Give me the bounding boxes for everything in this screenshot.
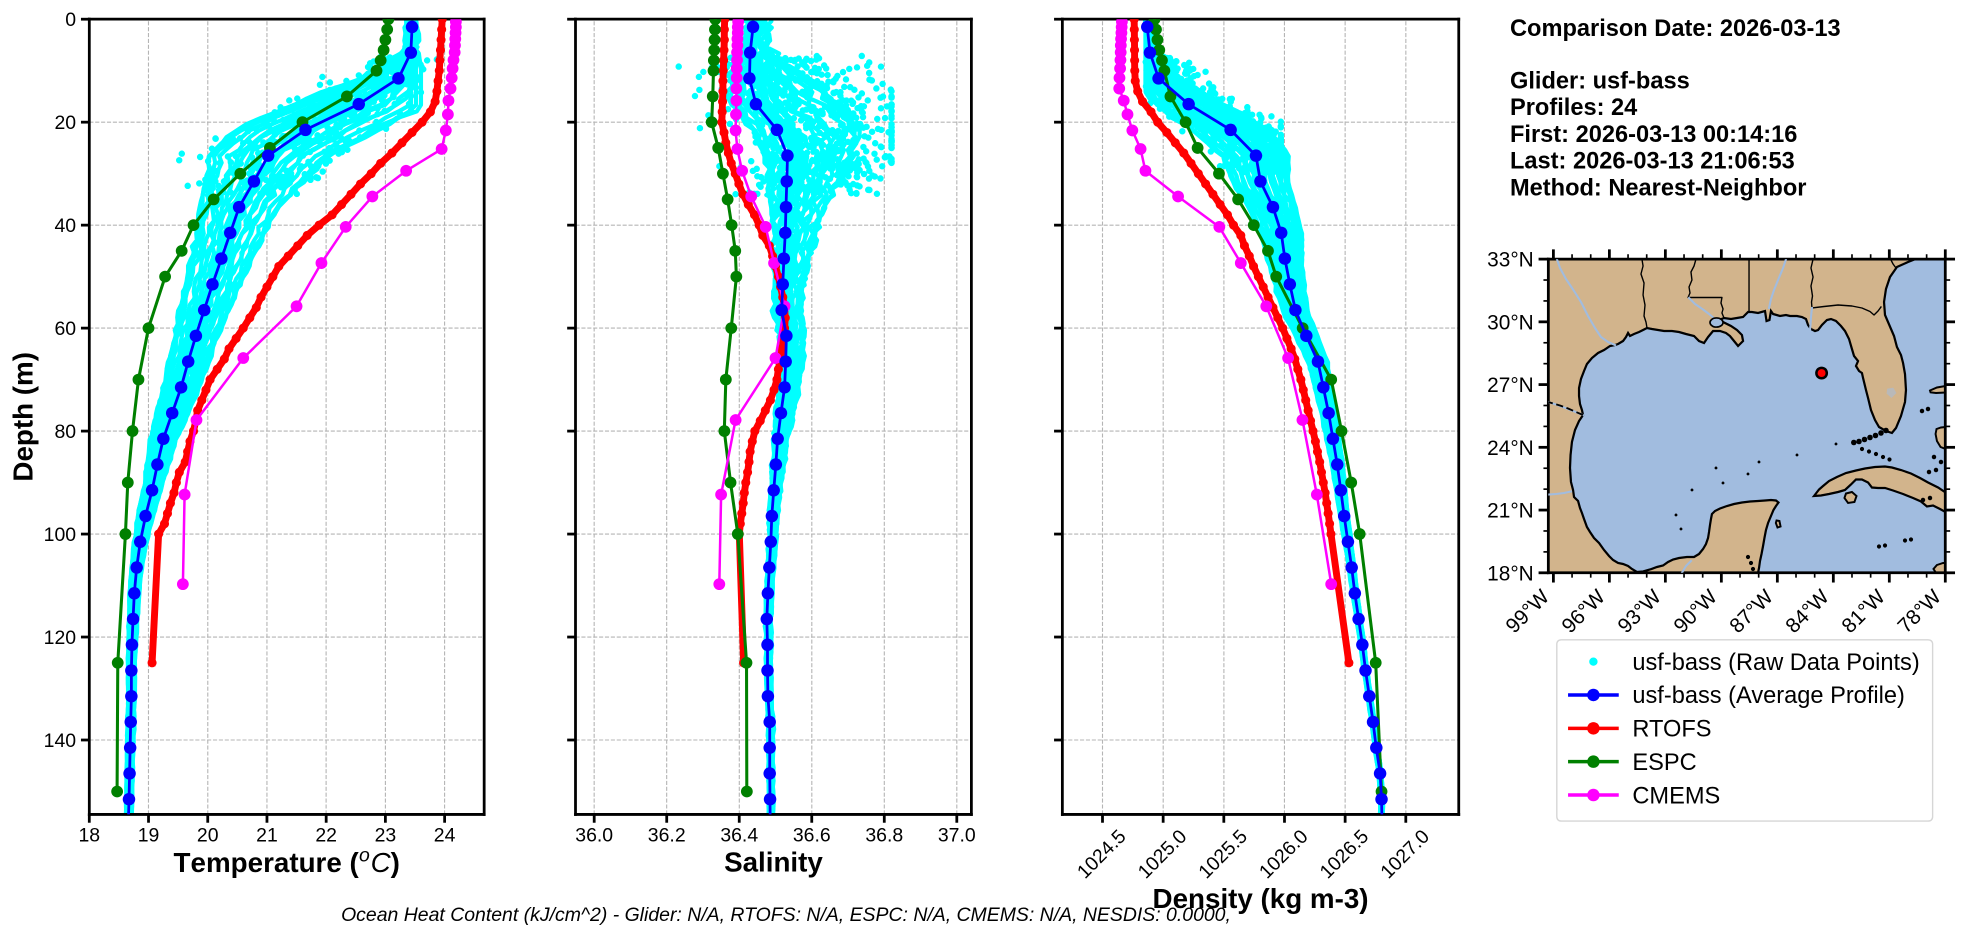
svg-text:140: 140 [44,730,77,752]
svg-text:120: 120 [44,627,77,649]
svg-text:18: 18 [78,825,100,847]
svg-text:40: 40 [54,215,76,237]
svg-text:T e m p: T e m p e r a t u r e ( ) o C [174,842,407,878]
svg-text:36.8: 36.8 [865,825,903,847]
svg-text:CMEMS: CMEMS [1632,783,1720,809]
svg-text:ESPC: ESPC [1632,750,1696,776]
svg-text:21°N: 21°N [1487,500,1534,523]
svg-text:0: 0 [65,9,76,31]
svg-text:30°N: 30°N [1487,311,1534,334]
svg-text:First: 2026-03-13 00:14:16: First: 2026-03-13 00:14:16 [1510,122,1797,148]
svg-text:27°N: 27°N [1487,374,1534,397]
svg-text:24°N: 24°N [1487,437,1534,460]
svg-text:60: 60 [54,318,76,340]
svg-text:Depth (m): Depth (m) [7,352,38,482]
svg-text:36.4: 36.4 [720,825,758,847]
svg-text:37.0: 37.0 [938,825,976,847]
svg-text:19: 19 [138,825,160,847]
svg-text:20: 20 [54,112,76,134]
svg-text:RTOFS: RTOFS [1632,717,1711,743]
svg-text:Salinity: Salinity [724,846,823,877]
svg-text:usf-bass (Average Profile): usf-bass (Average Profile) [1632,683,1904,709]
svg-text:Method: Nearest-Neighbor: Method: Nearest-Neighbor [1510,176,1806,202]
svg-text:21: 21 [256,825,278,847]
svg-text:Profiles: 24: Profiles: 24 [1510,95,1637,121]
svg-text:Comparison Date: 2026-03-13: Comparison Date: 2026-03-13 [1510,16,1841,42]
svg-text:Density (kg m-3): Density (kg m-3) [1153,883,1369,914]
svg-text:24: 24 [434,825,456,847]
svg-text:36.2: 36.2 [648,825,686,847]
svg-text:20: 20 [197,825,219,847]
svg-text:36.0: 36.0 [575,825,613,847]
svg-text:usf-bass (Raw Data Points): usf-bass (Raw Data Points) [1632,650,1919,676]
svg-text:23: 23 [375,825,397,847]
svg-text:18°N: 18°N [1487,562,1534,585]
svg-text:Last: 2026-03-13 21:06:53: Last: 2026-03-13 21:06:53 [1510,149,1795,175]
svg-text:36.6: 36.6 [793,825,831,847]
svg-text:Ocean Heat Content (kJ/cm^2) -: Ocean Heat Content (kJ/cm^2) - Glider: N… [341,904,1231,926]
svg-text:33°N: 33°N [1487,249,1534,272]
svg-text:100: 100 [44,524,77,546]
svg-text:Glider: usf-bass: Glider: usf-bass [1510,68,1690,94]
svg-text:80: 80 [54,421,76,443]
svg-text:22: 22 [315,825,337,847]
